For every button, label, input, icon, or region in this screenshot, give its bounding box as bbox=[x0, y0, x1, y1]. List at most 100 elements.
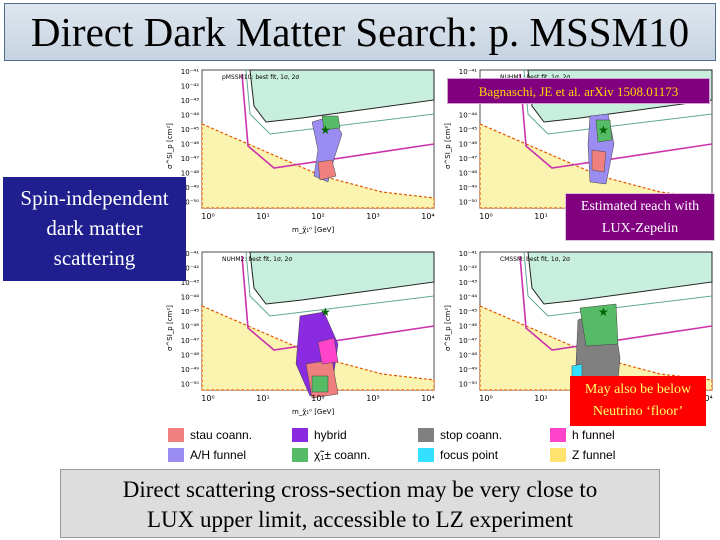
lz-reach-callout: Estimated reach with LUX-Zepelin bbox=[565, 193, 715, 241]
best-fit-star-icon: ★ bbox=[320, 123, 331, 137]
legend-label: stau coann. bbox=[190, 428, 253, 442]
legend-item: hybrid bbox=[292, 428, 347, 442]
x-tick-label: 10⁴ bbox=[421, 212, 434, 221]
best-fit-star-icon: ★ bbox=[598, 123, 609, 137]
y-axis-label: σ^SI_p [cm²] bbox=[166, 305, 174, 351]
lux-excluded-region bbox=[249, 69, 435, 123]
lz-reach-curve bbox=[519, 73, 713, 169]
legend-swatch bbox=[292, 428, 308, 442]
x-tick-label: 10⁰ bbox=[201, 212, 214, 221]
legend-item: stau coann. bbox=[168, 428, 252, 442]
parameter-region bbox=[591, 149, 607, 173]
plot-pmssm10: ★ pMSSM10: best fit, 1σ, 2σ 10⁻⁴¹ 10⁻⁴² 10⁻⁴… bbox=[162, 64, 440, 244]
si-callout-line: scattering bbox=[53, 246, 136, 270]
y-tick-label: 10⁻⁴⁷ bbox=[459, 155, 477, 163]
neutrino-callout-line: May also be below bbox=[584, 382, 692, 397]
legend-label: stop coann. bbox=[440, 428, 503, 442]
parameter-region bbox=[595, 119, 613, 143]
y-tick-label: 10⁻⁴⁶ bbox=[181, 141, 199, 149]
y-tick-label: 10⁻⁵⁰ bbox=[459, 381, 477, 389]
parameter-region bbox=[579, 303, 619, 347]
x-tick-label: 10¹ bbox=[534, 394, 547, 403]
y-tick-label: 10⁻⁵⁰ bbox=[459, 199, 477, 207]
y-tick-label: 10⁻⁴⁹ bbox=[459, 366, 477, 374]
lz-callout-line: Estimated reach with bbox=[580, 199, 700, 214]
y-tick-label: 10⁻⁴⁸ bbox=[181, 170, 199, 178]
conclusion-box: Direct scattering cross-section may be v… bbox=[60, 469, 660, 538]
y-tick-label: 10⁻⁴⁷ bbox=[181, 155, 199, 163]
y-tick-label: 10⁻⁴⁶ bbox=[459, 141, 477, 149]
slide-title: Direct Dark Matter Search: p. MSSM10 bbox=[30, 9, 690, 55]
legend-swatch bbox=[550, 428, 566, 442]
legend-swatch bbox=[418, 428, 434, 442]
y-tick-label: 10⁻⁴¹ bbox=[459, 250, 477, 258]
y-tick-label: 10⁻⁴⁵ bbox=[181, 308, 199, 316]
plot-legend-text: NUHM2: best fit, 1σ, 2σ bbox=[222, 256, 292, 263]
x-tick-label: 10² bbox=[311, 212, 324, 221]
legend-item: h funnel bbox=[550, 428, 615, 442]
lz-reach-curve bbox=[241, 255, 435, 351]
y-tick-label: 10⁻⁴⁵ bbox=[459, 308, 477, 316]
y-tick-label: 10⁻⁴⁸ bbox=[459, 352, 477, 360]
y-tick-label: 10⁻⁴² bbox=[459, 265, 477, 273]
y-tick-label: 10⁻⁴³ bbox=[459, 279, 477, 287]
region-legend: stau coann. hybrid stop coann. h funnel … bbox=[160, 426, 708, 468]
x-tick-label: 10¹ bbox=[256, 394, 269, 403]
legend-swatch bbox=[168, 448, 184, 462]
citation-label: Bagnaschi, JE et al. arXiv 1508.01173 bbox=[447, 78, 710, 104]
si-callout-line: dark matter bbox=[46, 216, 143, 240]
lz-reach-curve bbox=[519, 255, 713, 351]
y-tick-label: 10⁻⁴⁴ bbox=[181, 294, 199, 302]
si-callout: Spin-independent dark matter scattering bbox=[3, 177, 186, 281]
neutrino-floor-callout: May also be below Neutrino ‘floor’ bbox=[570, 376, 706, 426]
neutrino-floor-region bbox=[201, 305, 435, 391]
y-tick-label: 10⁻⁴⁷ bbox=[459, 337, 477, 345]
y-tick-label: 10⁻⁴¹ bbox=[181, 250, 199, 258]
y-axis-label: σ^SI_p [cm²] bbox=[444, 123, 452, 169]
plot-legend-text: pMSSM10: best fit, 1σ, 2σ bbox=[222, 74, 299, 81]
x-tick-label: 10¹ bbox=[534, 212, 547, 221]
parameter-region bbox=[317, 159, 337, 181]
neutrino-floor-region bbox=[479, 123, 713, 209]
parameter-region bbox=[311, 375, 329, 393]
y-tick-label: 10⁻⁴⁷ bbox=[181, 337, 199, 345]
legend-item: focus point bbox=[418, 448, 498, 462]
y-tick-label: 10⁻⁴⁹ bbox=[459, 184, 477, 192]
legend-item: A/H funnel bbox=[168, 448, 246, 462]
neutrino-floor-region bbox=[479, 305, 713, 391]
neutrino-floor-region bbox=[201, 123, 435, 209]
y-tick-label: 10⁻⁴² bbox=[181, 83, 199, 91]
y-tick-label: 10⁻⁴⁴ bbox=[181, 112, 199, 120]
y-tick-label: 10⁻⁴³ bbox=[181, 279, 199, 287]
x-tick-label: 10² bbox=[311, 394, 324, 403]
y-tick-label: 10⁻⁴² bbox=[181, 265, 199, 273]
y-tick-label: 10⁻⁴⁸ bbox=[459, 170, 477, 178]
title-banner: Direct Dark Matter Search: p. MSSM10 bbox=[4, 3, 716, 61]
y-axis-label: σ^SI_p [cm²] bbox=[166, 123, 174, 169]
x-tick-label: 10⁴ bbox=[699, 394, 712, 403]
y-tick-label: 10⁻⁴⁵ bbox=[459, 126, 477, 134]
legend-label: focus point bbox=[440, 448, 499, 462]
parameter-region bbox=[321, 115, 341, 131]
legend-swatch bbox=[418, 448, 434, 462]
y-tick-label: 10⁻⁴⁸ bbox=[181, 352, 199, 360]
y-tick-label: 10⁻⁴⁴ bbox=[459, 294, 477, 302]
legend-swatch bbox=[168, 428, 184, 442]
x-axis-label: m_χ̃₁⁰ [GeV] bbox=[292, 226, 334, 234]
y-tick-label: 10⁻⁵⁰ bbox=[181, 199, 199, 207]
conclusion-line: LUX upper limit, accessible to LZ experi… bbox=[146, 507, 573, 532]
si-callout-line: Spin-independent bbox=[20, 186, 169, 210]
plot-svg: ★ NUHM2: best fit, 1σ, 2σ 10⁻⁴¹ 10⁻⁴² 10⁻⁴³ 1… bbox=[166, 250, 435, 416]
lux-excluded-region bbox=[249, 251, 435, 305]
limit-curve bbox=[523, 251, 713, 317]
y-tick-label: 10⁻⁵⁰ bbox=[181, 381, 199, 389]
best-fit-star-icon: ★ bbox=[320, 305, 331, 319]
x-tick-label: 10³ bbox=[366, 394, 379, 403]
parameter-region bbox=[317, 337, 339, 365]
plot-nuhm2: ★ NUHM2: best fit, 1σ, 2σ 10⁻⁴¹ 10⁻⁴² 10⁻⁴³ 1… bbox=[162, 246, 440, 426]
x-tick-label: 10⁰ bbox=[479, 394, 492, 403]
y-tick-label: 10⁻⁴⁵ bbox=[181, 126, 199, 134]
y-tick-label: 10⁻⁴¹ bbox=[459, 68, 477, 76]
legend-label: A/H funnel bbox=[190, 448, 247, 462]
legend-label: hybrid bbox=[314, 428, 347, 442]
